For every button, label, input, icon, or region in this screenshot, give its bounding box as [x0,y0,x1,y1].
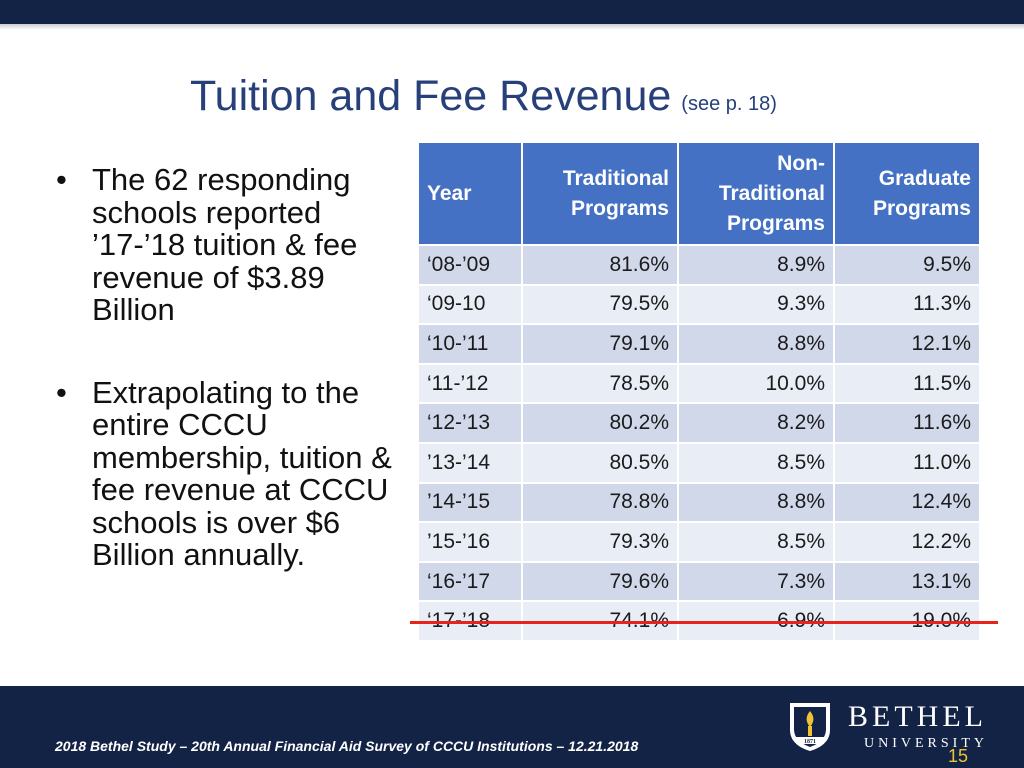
cell-traditional: 78.8% [521,481,679,524]
cell-traditional: 78.5% [521,362,679,405]
cell-year: ‘10-’11 [417,323,523,365]
cell-graduate: 13.1% [833,560,981,603]
table-row: ’14-’15 78.8% 8.8% 12.4% [417,481,981,524]
slide-title-reference: (see p. 18) [681,93,777,115]
cell-nontraditional: 8.2% [677,402,835,444]
bullet-marker: • [56,162,67,197]
cell-nontraditional: 8.8% [677,481,835,524]
cell-traditional: 81.6% [521,244,679,286]
bethel-shield-icon: 1871 [790,703,830,751]
cell-year: ‘11-’12 [417,362,523,405]
top-bar [0,0,1024,24]
column-header-traditional: Traditional Programs [521,141,679,246]
header-line: Traditional [718,181,825,205]
revenue-share-table: Year Traditional Programs Non- Tradition… [417,141,981,642]
cell-nontraditional: 10.0% [677,362,835,405]
header-line: Graduate [878,166,971,190]
cell-year: ‘09-10 [417,283,523,326]
cell-year: ’13-’14 [417,441,523,484]
footer-caption: 2018 Bethel Study – 20th Annual Financia… [55,738,639,754]
header-line: Programs [872,196,971,220]
column-header-year: Year [417,141,523,246]
bullet-item: • Extrapolating to the entire CCCU membe… [56,374,406,572]
table-row: ‘10-’11 79.1% 8.8% 12.1% [417,323,981,365]
cell-graduate: 9.5% [833,244,981,286]
table-row: ‘12-’13 80.2% 8.2% 11.6% [417,402,981,444]
header-line: Non- [777,151,825,175]
column-header-graduate: Graduate Programs [833,141,981,246]
bullet-list: • The 62 responding schools reported ’17… [56,162,406,572]
header-line: Traditional [562,166,669,190]
cell-year: ‘16-’17 [417,560,523,603]
cell-nontraditional: 9.3% [677,283,835,326]
highlight-underline [410,621,998,624]
cell-graduate: 11.3% [833,283,981,326]
cell-traditional: 79.3% [521,521,679,563]
top-bar-shadow [0,24,1024,30]
cell-year: ’15-’16 [417,521,523,563]
slide-number: 15 [948,746,969,766]
cell-graduate: 12.2% [833,521,981,563]
cell-traditional: 80.5% [521,441,679,484]
table-row: ’13-’14 80.5% 8.5% 11.0% [417,441,981,484]
cell-graduate: 11.5% [833,362,981,405]
column-header-nontraditional: Non- Traditional Programs [677,141,835,246]
slide-title-main: Tuition and Fee Revenue [190,72,672,120]
bullet-text: Extrapolating to the entire CCCU members… [92,374,392,572]
table-row: ’15-’16 79.3% 8.5% 12.2% [417,521,981,563]
bullet-item: • The 62 responding schools reported ’17… [56,162,406,327]
slide-title: Tuition and Fee Revenue (see p. 18) [190,72,777,121]
cell-year: ‘12-’13 [417,402,523,444]
cell-nontraditional: 8.5% [677,521,835,563]
header-line: Programs [726,211,825,235]
cell-nontraditional: 8.9% [677,244,835,286]
table-row: ‘11-’12 78.5% 10.0% 11.5% [417,362,981,405]
cell-traditional: 79.5% [521,283,679,326]
cell-traditional: 79.6% [521,560,679,603]
cell-year: ‘08-’09 [417,244,523,286]
cell-traditional: 79.1% [521,323,679,365]
header-line: Programs [570,196,669,220]
cell-graduate: 11.6% [833,402,981,444]
cell-nontraditional: 7.3% [677,560,835,603]
logo-wordmark: BETHEL [848,700,987,733]
logo-year: 1871 [804,739,816,745]
footer-bar [0,686,1024,768]
cell-graduate: 12.1% [833,323,981,365]
cell-year: ’14-’15 [417,481,523,524]
table-row: ‘16-’17 79.6% 7.3% 13.1% [417,560,981,603]
cell-nontraditional: 8.8% [677,323,835,365]
table-row: ‘09-10 79.5% 9.3% 11.3% [417,283,981,326]
logo-subtitle: UNIVERSITY [864,736,988,751]
bullet-marker: • [56,374,67,410]
cell-graduate: 11.0% [833,441,981,484]
table-row: ‘08-’09 81.6% 8.9% 9.5% [417,244,981,286]
bullet-text: The 62 responding schools reported ’17-’… [92,162,358,327]
cell-traditional: 80.2% [521,402,679,444]
cell-nontraditional: 8.5% [677,441,835,484]
cell-graduate: 12.4% [833,481,981,524]
table-header-row: Year Traditional Programs Non- Tradition… [417,141,981,246]
